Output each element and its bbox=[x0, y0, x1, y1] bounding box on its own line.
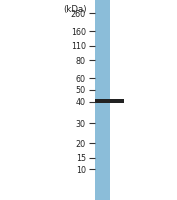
Text: 10: 10 bbox=[76, 165, 86, 174]
Text: 15: 15 bbox=[76, 154, 86, 162]
Text: 30: 30 bbox=[76, 119, 86, 128]
Text: 260: 260 bbox=[71, 10, 86, 18]
Text: 80: 80 bbox=[76, 57, 86, 65]
Bar bbox=[95, 0, 110, 200]
Bar bbox=[95, 99, 124, 104]
Text: 160: 160 bbox=[71, 28, 86, 36]
Text: 60: 60 bbox=[76, 75, 86, 83]
Text: 110: 110 bbox=[71, 42, 86, 51]
Text: 40: 40 bbox=[76, 98, 86, 106]
Text: (kDa): (kDa) bbox=[63, 5, 87, 14]
Text: 50: 50 bbox=[76, 86, 86, 95]
Text: 20: 20 bbox=[76, 139, 86, 148]
